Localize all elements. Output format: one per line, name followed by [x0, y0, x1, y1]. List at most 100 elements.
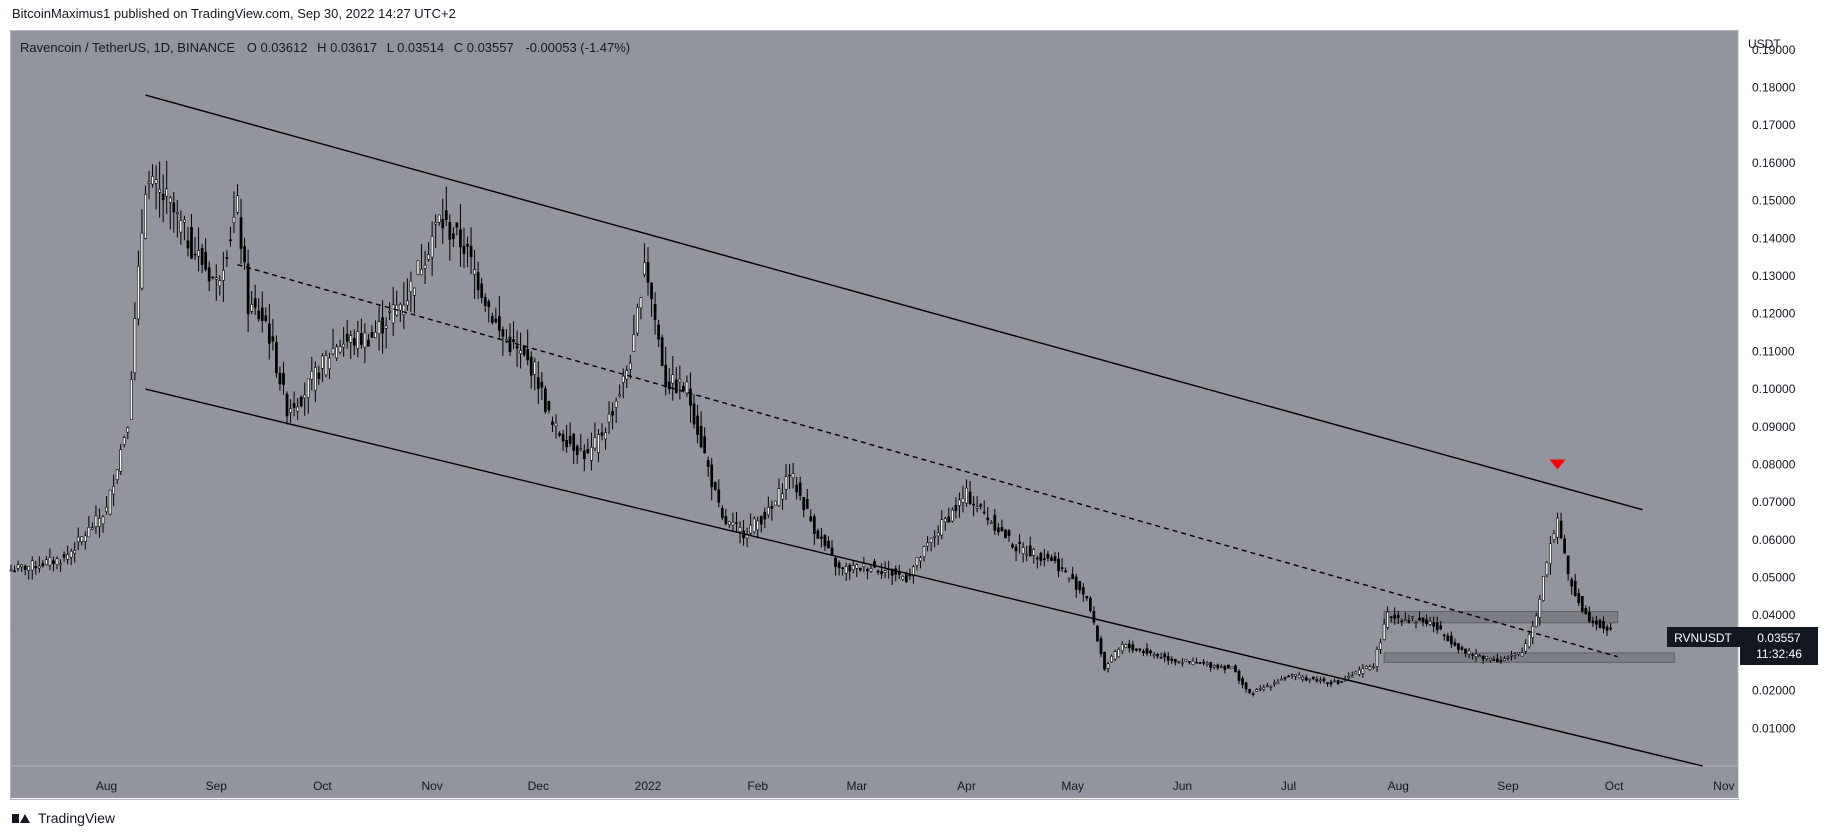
candle[interactable] [763, 507, 767, 529]
candle[interactable] [975, 496, 979, 513]
candle[interactable] [869, 565, 873, 573]
candle[interactable] [512, 321, 515, 349]
candle[interactable] [1060, 558, 1064, 572]
candle[interactable] [1329, 679, 1333, 687]
candle[interactable] [965, 479, 968, 507]
candle[interactable] [1393, 607, 1397, 625]
candle[interactable] [749, 513, 752, 537]
candle[interactable] [579, 434, 583, 452]
candle[interactable] [982, 500, 986, 515]
candle[interactable] [816, 528, 820, 539]
candle[interactable] [391, 286, 395, 337]
candle[interactable] [239, 198, 243, 264]
candle[interactable] [1039, 551, 1043, 566]
candle[interactable] [1227, 664, 1230, 669]
candle[interactable] [954, 497, 958, 519]
candle[interactable] [1283, 676, 1287, 681]
candle[interactable] [221, 251, 225, 303]
candle[interactable] [770, 500, 774, 521]
candle[interactable] [717, 479, 721, 508]
candle[interactable] [1142, 649, 1145, 657]
candle[interactable] [501, 326, 505, 356]
candle[interactable] [214, 264, 218, 301]
candle[interactable] [1365, 665, 1368, 669]
candle[interactable] [193, 237, 197, 261]
candle[interactable] [1467, 648, 1471, 659]
candle[interactable] [540, 372, 544, 400]
candle[interactable] [1354, 670, 1358, 675]
candle[interactable] [271, 318, 275, 351]
candle[interactable] [756, 516, 760, 539]
candle[interactable] [611, 402, 614, 430]
candle[interactable] [1276, 678, 1280, 685]
candle[interactable] [1347, 672, 1351, 681]
candle[interactable] [582, 444, 586, 472]
candle[interactable] [1492, 655, 1496, 661]
candle[interactable] [544, 385, 547, 414]
candle[interactable] [324, 350, 328, 378]
candle[interactable] [1319, 676, 1322, 684]
candle[interactable] [52, 556, 55, 572]
candle[interactable] [87, 516, 91, 538]
candle[interactable] [250, 291, 254, 315]
candle[interactable] [1103, 651, 1106, 671]
candle[interactable] [1021, 542, 1025, 563]
candle[interactable] [671, 356, 675, 401]
candle[interactable] [915, 556, 919, 571]
candle[interactable] [34, 560, 38, 575]
candle[interactable] [1340, 681, 1344, 683]
candle[interactable] [1234, 664, 1237, 673]
candle[interactable] [735, 511, 738, 533]
candle[interactable] [211, 276, 215, 280]
candle[interactable] [692, 394, 696, 429]
candle[interactable] [1273, 679, 1276, 687]
candle[interactable] [1159, 652, 1163, 659]
candle[interactable] [972, 496, 975, 517]
candle[interactable] [1212, 664, 1216, 670]
candle[interactable] [639, 297, 643, 320]
candle[interactable] [1301, 674, 1305, 682]
candle[interactable] [1241, 676, 1244, 689]
candle[interactable] [1559, 512, 1563, 540]
candle[interactable] [961, 485, 965, 513]
candle[interactable] [101, 514, 105, 533]
candle[interactable] [848, 563, 852, 581]
candle[interactable] [112, 474, 115, 507]
candle[interactable] [267, 304, 271, 360]
candle[interactable] [1372, 663, 1375, 670]
candle[interactable] [508, 323, 512, 356]
candle[interactable] [674, 367, 678, 394]
candle[interactable] [536, 361, 540, 405]
candle[interactable] [1510, 650, 1513, 661]
candle[interactable] [1071, 566, 1075, 580]
candle[interactable] [1350, 671, 1354, 678]
candle[interactable] [437, 214, 441, 226]
candle[interactable] [703, 427, 706, 454]
candle[interactable] [158, 161, 161, 218]
candle[interactable] [1223, 664, 1227, 674]
candle[interactable] [993, 508, 997, 535]
candle[interactable] [777, 478, 781, 508]
candle[interactable] [1609, 623, 1612, 631]
candle[interactable] [1453, 638, 1457, 647]
candle[interactable] [275, 335, 278, 378]
candle[interactable] [1106, 661, 1110, 673]
candle[interactable] [986, 507, 990, 526]
candle[interactable] [844, 562, 848, 581]
candle[interactable] [1333, 678, 1336, 683]
candle[interactable] [958, 492, 961, 518]
candle[interactable] [1166, 652, 1170, 665]
candle[interactable] [374, 320, 377, 338]
candle[interactable] [1195, 657, 1198, 664]
candle[interactable] [1428, 616, 1432, 627]
candle[interactable] [377, 306, 381, 351]
candle[interactable] [1181, 658, 1184, 667]
candle[interactable] [1481, 655, 1485, 664]
candle[interactable] [1414, 620, 1418, 629]
candle[interactable] [303, 382, 307, 416]
candle[interactable] [1205, 660, 1209, 667]
candle[interactable] [752, 516, 756, 534]
candle[interactable] [292, 391, 296, 417]
candle[interactable] [940, 510, 944, 540]
candle[interactable] [529, 351, 533, 389]
